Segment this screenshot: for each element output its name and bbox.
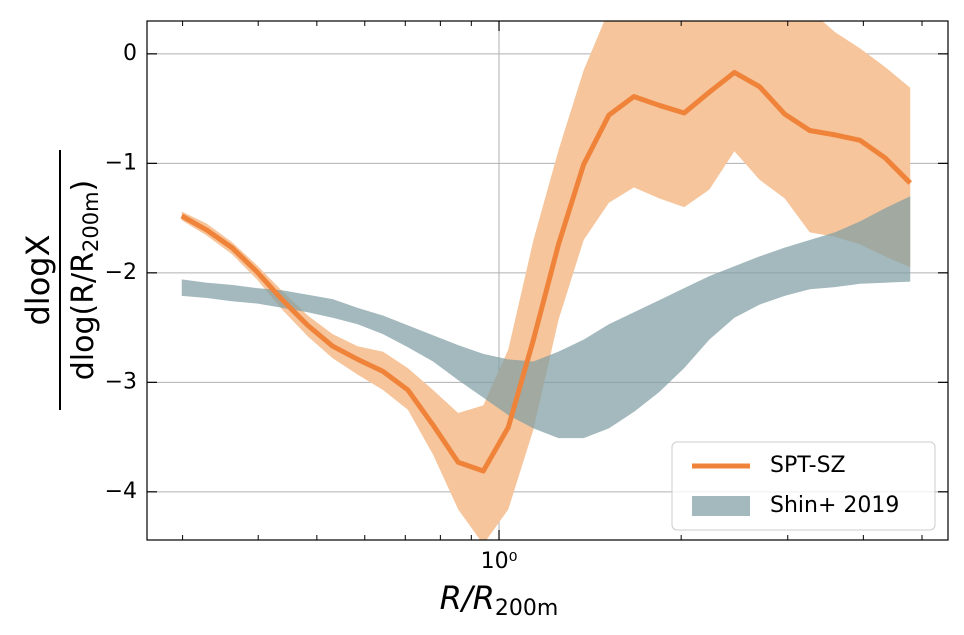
y-tick-label: −3	[105, 369, 137, 394]
legend-swatch	[692, 496, 750, 516]
y-axis-label: dlogX dlog(R/R200m)	[19, 150, 103, 410]
x-tick-label: 10⁰	[481, 549, 518, 574]
x-label-sub: 200m	[495, 596, 558, 621]
x-label-main: R/R	[440, 579, 495, 617]
y-tick-label: −4	[105, 479, 137, 504]
y-tick-label: −2	[105, 260, 137, 285]
band	[181, 21, 911, 540]
x-axis-label: R/R200m	[440, 579, 559, 621]
legend-label: Shin+ 2019	[770, 493, 899, 518]
y-tick-label: −1	[105, 150, 137, 175]
legend-label: SPT-SZ	[770, 453, 846, 478]
y-label-den-main: dlog(R/R	[66, 252, 101, 380]
axes: −4 −3 −2 −1 0 10⁰ SPT-SZ Shin+ 2019	[105, 20, 949, 574]
y-label-denominator: dlog(R/R200m)	[66, 180, 104, 381]
line	[180, 69, 912, 474]
axes-frame	[146, 20, 949, 541]
y-label-numerator: dlogX	[19, 234, 57, 325]
plot-area	[147, 21, 948, 540]
y-label-den-sub: 200m	[79, 191, 103, 252]
y-tick-label: 0	[123, 41, 137, 66]
band	[181, 196, 911, 439]
y-label-den-end: )	[66, 180, 101, 192]
